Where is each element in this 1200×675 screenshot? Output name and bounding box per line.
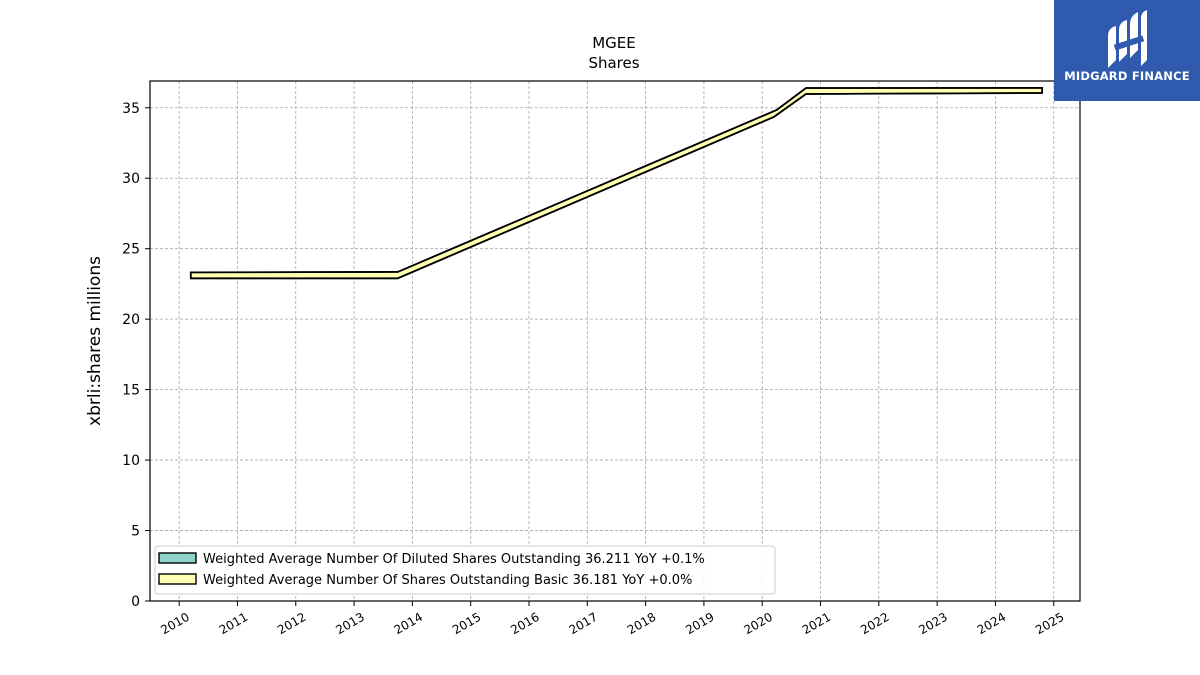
- legend-swatch: [158, 573, 197, 585]
- y-tick-label: 35: [122, 101, 140, 117]
- legend-swatch: [158, 552, 197, 564]
- plot-frame: [149, 80, 1081, 602]
- series-layer: [189, 86, 1043, 280]
- x-tick-label: 2022: [858, 610, 891, 637]
- midgard-finance-logo: MIDGARD FINANCE: [1054, 0, 1200, 101]
- logo-text: MIDGARD FINANCE: [1064, 69, 1190, 83]
- x-tick-label: 2014: [392, 610, 425, 637]
- x-tick-label: 2010: [158, 610, 191, 637]
- x-tick-label: 2011: [217, 610, 250, 637]
- x-tick-label: 2023: [916, 610, 949, 637]
- x-tick-label: 2017: [567, 610, 600, 637]
- y-tick-label: 5: [131, 524, 140, 540]
- legend: Weighted Average Number Of Diluted Share…: [154, 545, 776, 595]
- y-tick-label: 10: [122, 453, 140, 469]
- x-tick-label: 2012: [275, 610, 308, 637]
- x-tick-label: 2018: [625, 610, 658, 637]
- chart-title: MGEE: [592, 34, 636, 52]
- y-tick-label: 25: [122, 242, 140, 258]
- series-line-basic: [190, 92, 1043, 280]
- midgard-logo-icon: [1108, 10, 1147, 68]
- x-tick-label: 2025: [1033, 610, 1066, 637]
- x-tick-label: 2024: [975, 610, 1008, 637]
- x-axis: 2010 2011 2012 2013 2014 2015 2016 2017 2018 2019…: [158, 601, 1066, 637]
- legend-box: [154, 545, 776, 595]
- x-tick-label: 2013: [333, 610, 366, 637]
- y-tick-label: 15: [122, 383, 140, 399]
- legend-entry: Weighted Average Number Of Diluted Share…: [203, 552, 705, 567]
- x-tick-label: 2015: [450, 610, 483, 637]
- legend-entry: Weighted Average Number Of Shares Outsta…: [203, 573, 692, 588]
- x-tick-label: 2020: [741, 610, 774, 637]
- x-tick-label: 2019: [683, 610, 716, 637]
- series-band: [189, 86, 1043, 280]
- grid-lines: [150, 81, 1080, 602]
- series-line-diluted: [190, 87, 1043, 274]
- chart-subtitle: Shares: [588, 54, 639, 72]
- y-axis-label: xbrli:shares millions: [85, 256, 105, 426]
- x-tick-label: 2016: [508, 610, 541, 637]
- y-tick-label: 0: [131, 594, 140, 610]
- y-tick-label: 20: [122, 312, 140, 328]
- x-tick-label: 2021: [800, 610, 833, 637]
- y-axis: 0 5 10 15 20 25 30 35: [122, 101, 150, 610]
- y-tick-label: 30: [122, 171, 140, 187]
